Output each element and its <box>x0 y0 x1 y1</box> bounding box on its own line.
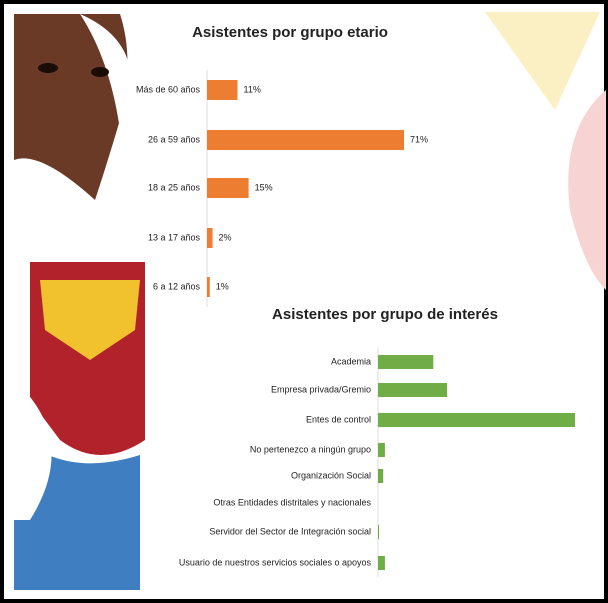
chart-title: Asistentes por grupo de interés <box>272 306 498 323</box>
category-label: Organización Social <box>291 470 371 480</box>
category-label: Usuario de nuestros servicios sociales o… <box>179 557 372 567</box>
category-label: Más de 60 años <box>136 84 201 94</box>
value-label: 2% <box>219 232 232 242</box>
bar <box>207 228 213 248</box>
value-label: 71% <box>410 134 428 144</box>
bar <box>207 80 238 100</box>
chart-title: Asistentes por grupo etario <box>192 24 388 41</box>
white-shape <box>14 380 52 520</box>
pattern-yellow <box>40 280 140 360</box>
bar <box>378 525 380 539</box>
face <box>14 14 128 200</box>
bar <box>207 178 249 198</box>
category-label: Servidor del Sector de Integración socia… <box>209 526 371 536</box>
value-label: 11% <box>244 84 261 94</box>
category-label: Empresa privada/Gremio <box>271 384 371 394</box>
bar <box>378 355 434 369</box>
category-label: Academia <box>331 356 371 366</box>
eye <box>38 63 58 73</box>
eye <box>91 67 109 77</box>
yellow-shape <box>485 12 600 110</box>
bar <box>378 469 384 483</box>
bar <box>378 443 385 457</box>
category-label: 6 a 12 años <box>153 281 201 291</box>
pink-shape <box>568 90 606 290</box>
bar <box>378 556 385 570</box>
category-label: 26 a 59 años <box>148 134 201 144</box>
bar <box>378 383 448 397</box>
category-label: Otras Entidades distritales y nacionales <box>213 497 371 507</box>
bar <box>207 277 210 297</box>
category-label: 18 a 25 años <box>148 182 201 192</box>
category-label: Entes de control <box>306 414 371 424</box>
bar <box>207 130 404 150</box>
category-label: 13 a 17 años <box>148 232 201 242</box>
face-highlight <box>80 14 132 130</box>
value-label: 15% <box>255 182 273 192</box>
bar <box>378 413 575 427</box>
value-label: 1% <box>216 281 229 291</box>
category-label: No pertenezco a ningún grupo <box>250 444 371 454</box>
